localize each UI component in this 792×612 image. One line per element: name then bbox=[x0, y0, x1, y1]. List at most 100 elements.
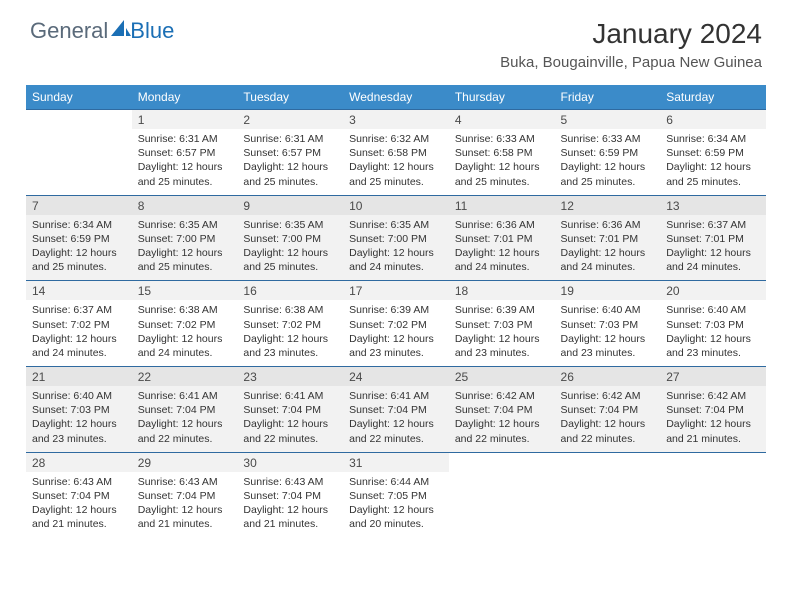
sunrise-text: Sunrise: 6:39 AM bbox=[455, 303, 549, 317]
daylight-text: Daylight: 12 hours and 21 minutes. bbox=[243, 503, 337, 531]
daylight-text: Daylight: 12 hours and 21 minutes. bbox=[138, 503, 232, 531]
daylight-text: Daylight: 12 hours and 24 minutes. bbox=[349, 246, 443, 274]
day-cell: 16Sunrise: 6:38 AMSunset: 7:02 PMDayligh… bbox=[237, 281, 343, 367]
day-details: Sunrise: 6:42 AMSunset: 7:04 PMDaylight:… bbox=[660, 386, 766, 452]
sunset-text: Sunset: 7:00 PM bbox=[138, 232, 232, 246]
sunrise-text: Sunrise: 6:43 AM bbox=[138, 475, 232, 489]
daylight-text: Daylight: 12 hours and 25 minutes. bbox=[138, 160, 232, 188]
sunset-text: Sunset: 7:04 PM bbox=[32, 489, 126, 503]
day-details: Sunrise: 6:35 AMSunset: 7:00 PMDaylight:… bbox=[132, 215, 238, 281]
daylight-text: Daylight: 12 hours and 22 minutes. bbox=[561, 417, 655, 445]
sunset-text: Sunset: 6:59 PM bbox=[666, 146, 760, 160]
day-cell: 15Sunrise: 6:38 AMSunset: 7:02 PMDayligh… bbox=[132, 281, 238, 367]
day-number: 7 bbox=[26, 196, 132, 215]
daylight-text: Daylight: 12 hours and 25 minutes. bbox=[243, 160, 337, 188]
daylight-text: Daylight: 12 hours and 25 minutes. bbox=[32, 246, 126, 274]
day-details: Sunrise: 6:33 AMSunset: 6:58 PMDaylight:… bbox=[449, 129, 555, 195]
sunset-text: Sunset: 7:04 PM bbox=[138, 403, 232, 417]
sunset-text: Sunset: 7:05 PM bbox=[349, 489, 443, 503]
day-details: Sunrise: 6:41 AMSunset: 7:04 PMDaylight:… bbox=[343, 386, 449, 452]
sunrise-text: Sunrise: 6:36 AM bbox=[455, 218, 549, 232]
sunrise-text: Sunrise: 6:31 AM bbox=[138, 132, 232, 146]
day-cell: 7Sunrise: 6:34 AMSunset: 6:59 PMDaylight… bbox=[26, 195, 132, 281]
sunrise-text: Sunrise: 6:38 AM bbox=[243, 303, 337, 317]
sunrise-text: Sunrise: 6:40 AM bbox=[666, 303, 760, 317]
sunset-text: Sunset: 7:02 PM bbox=[32, 318, 126, 332]
day-number: 13 bbox=[660, 196, 766, 215]
day-cell: 3Sunrise: 6:32 AMSunset: 6:58 PMDaylight… bbox=[343, 110, 449, 196]
sunset-text: Sunset: 7:01 PM bbox=[666, 232, 760, 246]
day-details: Sunrise: 6:31 AMSunset: 6:57 PMDaylight:… bbox=[237, 129, 343, 195]
day-details: Sunrise: 6:32 AMSunset: 6:58 PMDaylight:… bbox=[343, 129, 449, 195]
day-details: Sunrise: 6:37 AMSunset: 7:01 PMDaylight:… bbox=[660, 215, 766, 281]
week-row: 21Sunrise: 6:40 AMSunset: 7:03 PMDayligh… bbox=[26, 367, 766, 453]
day-cell: 8Sunrise: 6:35 AMSunset: 7:00 PMDaylight… bbox=[132, 195, 238, 281]
day-number: 3 bbox=[343, 110, 449, 129]
day-details: Sunrise: 6:42 AMSunset: 7:04 PMDaylight:… bbox=[449, 386, 555, 452]
day-header-cell: Friday bbox=[555, 85, 661, 110]
day-cell: 5Sunrise: 6:33 AMSunset: 6:59 PMDaylight… bbox=[555, 110, 661, 196]
day-details: Sunrise: 6:43 AMSunset: 7:04 PMDaylight:… bbox=[132, 472, 238, 538]
sunset-text: Sunset: 6:57 PM bbox=[138, 146, 232, 160]
daylight-text: Daylight: 12 hours and 22 minutes. bbox=[138, 417, 232, 445]
day-details: Sunrise: 6:40 AMSunset: 7:03 PMDaylight:… bbox=[555, 300, 661, 366]
day-number: 27 bbox=[660, 367, 766, 386]
brand-sail-icon bbox=[110, 18, 132, 44]
day-details: Sunrise: 6:41 AMSunset: 7:04 PMDaylight:… bbox=[237, 386, 343, 452]
day-details: Sunrise: 6:38 AMSunset: 7:02 PMDaylight:… bbox=[237, 300, 343, 366]
day-cell: 2Sunrise: 6:31 AMSunset: 6:57 PMDaylight… bbox=[237, 110, 343, 196]
day-cell: 19Sunrise: 6:40 AMSunset: 7:03 PMDayligh… bbox=[555, 281, 661, 367]
sunrise-text: Sunrise: 6:43 AM bbox=[243, 475, 337, 489]
sunset-text: Sunset: 7:04 PM bbox=[243, 489, 337, 503]
daylight-text: Daylight: 12 hours and 21 minutes. bbox=[666, 417, 760, 445]
day-number: 1 bbox=[132, 110, 238, 129]
day-details: Sunrise: 6:34 AMSunset: 6:59 PMDaylight:… bbox=[26, 215, 132, 281]
week-row: 1Sunrise: 6:31 AMSunset: 6:57 PMDaylight… bbox=[26, 110, 766, 196]
sunrise-text: Sunrise: 6:44 AM bbox=[349, 475, 443, 489]
day-cell: 18Sunrise: 6:39 AMSunset: 7:03 PMDayligh… bbox=[449, 281, 555, 367]
day-cell: 12Sunrise: 6:36 AMSunset: 7:01 PMDayligh… bbox=[555, 195, 661, 281]
sunset-text: Sunset: 7:03 PM bbox=[32, 403, 126, 417]
day-details: Sunrise: 6:35 AMSunset: 7:00 PMDaylight:… bbox=[237, 215, 343, 281]
day-cell: 11Sunrise: 6:36 AMSunset: 7:01 PMDayligh… bbox=[449, 195, 555, 281]
day-cell bbox=[26, 110, 132, 196]
sunset-text: Sunset: 7:02 PM bbox=[349, 318, 443, 332]
calendar-table: SundayMondayTuesdayWednesdayThursdayFrid… bbox=[26, 85, 766, 537]
day-cell: 20Sunrise: 6:40 AMSunset: 7:03 PMDayligh… bbox=[660, 281, 766, 367]
daylight-text: Daylight: 12 hours and 23 minutes. bbox=[32, 417, 126, 445]
sunrise-text: Sunrise: 6:37 AM bbox=[666, 218, 760, 232]
day-number: 28 bbox=[26, 453, 132, 472]
page-header: General Blue January 2024 Buka, Bougainv… bbox=[0, 0, 792, 79]
day-details: Sunrise: 6:41 AMSunset: 7:04 PMDaylight:… bbox=[132, 386, 238, 452]
sunset-text: Sunset: 7:04 PM bbox=[349, 403, 443, 417]
sunset-text: Sunset: 6:59 PM bbox=[32, 232, 126, 246]
sunrise-text: Sunrise: 6:42 AM bbox=[561, 389, 655, 403]
daylight-text: Daylight: 12 hours and 23 minutes. bbox=[349, 332, 443, 360]
day-number: 18 bbox=[449, 281, 555, 300]
daylight-text: Daylight: 12 hours and 23 minutes. bbox=[666, 332, 760, 360]
daylight-text: Daylight: 12 hours and 22 minutes. bbox=[455, 417, 549, 445]
day-header-cell: Monday bbox=[132, 85, 238, 110]
sunset-text: Sunset: 7:02 PM bbox=[138, 318, 232, 332]
day-number: 14 bbox=[26, 281, 132, 300]
sunset-text: Sunset: 6:59 PM bbox=[561, 146, 655, 160]
day-cell: 14Sunrise: 6:37 AMSunset: 7:02 PMDayligh… bbox=[26, 281, 132, 367]
day-cell: 23Sunrise: 6:41 AMSunset: 7:04 PMDayligh… bbox=[237, 367, 343, 453]
day-cell bbox=[449, 452, 555, 537]
day-header-cell: Sunday bbox=[26, 85, 132, 110]
week-row: 14Sunrise: 6:37 AMSunset: 7:02 PMDayligh… bbox=[26, 281, 766, 367]
sunrise-text: Sunrise: 6:40 AM bbox=[32, 389, 126, 403]
day-number: 19 bbox=[555, 281, 661, 300]
day-details: Sunrise: 6:36 AMSunset: 7:01 PMDaylight:… bbox=[449, 215, 555, 281]
location-subtitle: Buka, Bougainville, Papua New Guinea bbox=[500, 54, 762, 71]
sunset-text: Sunset: 7:04 PM bbox=[138, 489, 232, 503]
day-details: Sunrise: 6:37 AMSunset: 7:02 PMDaylight:… bbox=[26, 300, 132, 366]
day-number: 2 bbox=[237, 110, 343, 129]
daylight-text: Daylight: 12 hours and 23 minutes. bbox=[561, 332, 655, 360]
day-cell: 26Sunrise: 6:42 AMSunset: 7:04 PMDayligh… bbox=[555, 367, 661, 453]
day-details: Sunrise: 6:43 AMSunset: 7:04 PMDaylight:… bbox=[237, 472, 343, 538]
day-details: Sunrise: 6:40 AMSunset: 7:03 PMDaylight:… bbox=[660, 300, 766, 366]
day-details: Sunrise: 6:40 AMSunset: 7:03 PMDaylight:… bbox=[26, 386, 132, 452]
day-cell: 1 Sunrise: 6:31 AMSunset: 6:57 PMDaylight… bbox=[132, 110, 238, 196]
day-cell: 25Sunrise: 6:42 AMSunset: 7:04 PMDayligh… bbox=[449, 367, 555, 453]
